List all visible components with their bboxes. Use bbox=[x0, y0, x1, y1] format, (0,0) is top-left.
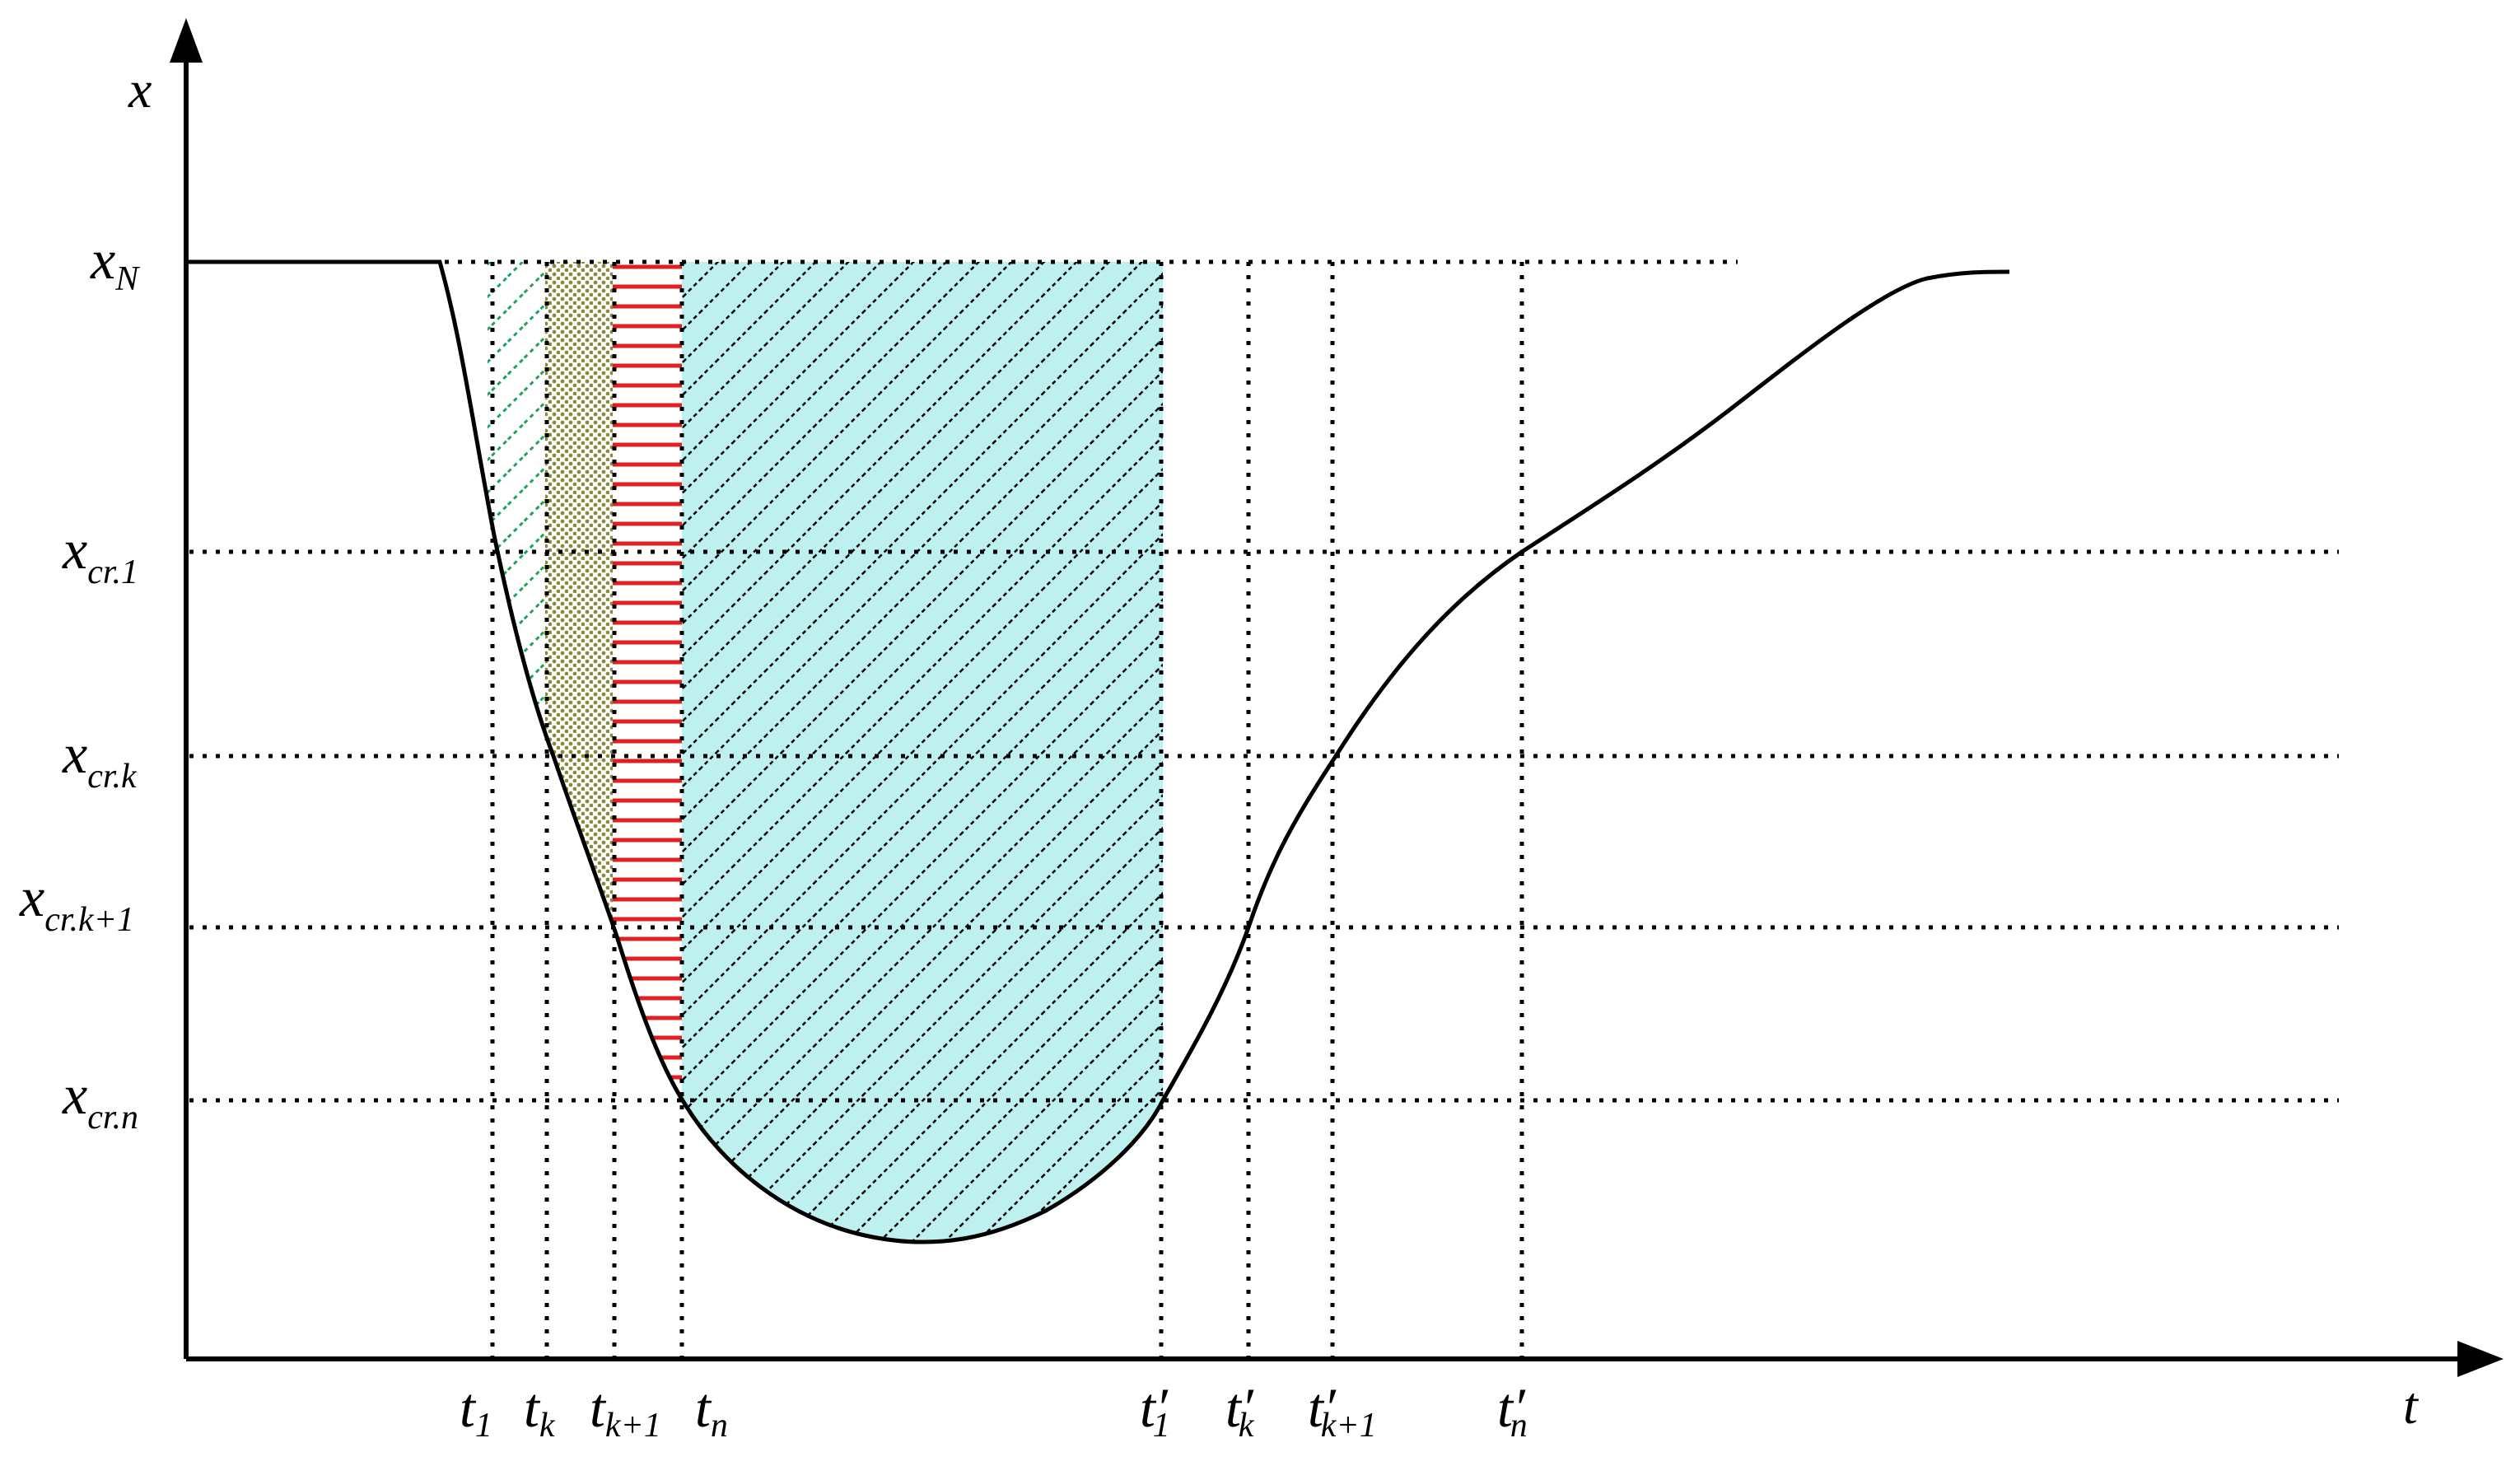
label-tk1p: t′k+1 bbox=[1308, 1376, 1377, 1445]
label-t1: t1 bbox=[460, 1376, 492, 1445]
y-level-labels: xN xcr.1 xcr.k xcr.k+1 xcr.n bbox=[19, 228, 140, 1137]
t-labels: t1 tk tk+1 tn t′1 t′k t′k+1 t′n bbox=[460, 1376, 1528, 1445]
axes: x t bbox=[128, 18, 2504, 1435]
shaded-regions bbox=[488, 262, 1163, 1243]
label-tk1: tk+1 bbox=[590, 1376, 661, 1445]
response-curve bbox=[186, 259, 2010, 1244]
label-xcr1: xcr.1 bbox=[62, 518, 138, 591]
label-tkp: t′k bbox=[1225, 1376, 1255, 1445]
label-xcrn: xcr.n bbox=[62, 1063, 138, 1137]
label-xN: xN bbox=[90, 228, 140, 298]
y-axis-label: x bbox=[128, 60, 152, 119]
label-tnp: t′n bbox=[1497, 1376, 1528, 1445]
x-axis-label: t bbox=[2403, 1376, 2420, 1435]
label-xcrk1: xcr.k+1 bbox=[19, 866, 134, 939]
y-axis-arrowhead bbox=[170, 18, 203, 63]
x-axis-arrowhead bbox=[2457, 1341, 2504, 1377]
label-tn: tn bbox=[695, 1376, 728, 1445]
label-t1p: t′1 bbox=[1140, 1376, 1170, 1445]
region-t1-tk bbox=[488, 262, 545, 1243]
region-tk-tk1 bbox=[545, 262, 613, 1243]
region-tn-t1p bbox=[682, 262, 1163, 1243]
region-tk1-tn bbox=[613, 262, 682, 1243]
label-xcrk: xcr.k bbox=[62, 722, 138, 796]
label-tk: tk bbox=[524, 1376, 556, 1445]
